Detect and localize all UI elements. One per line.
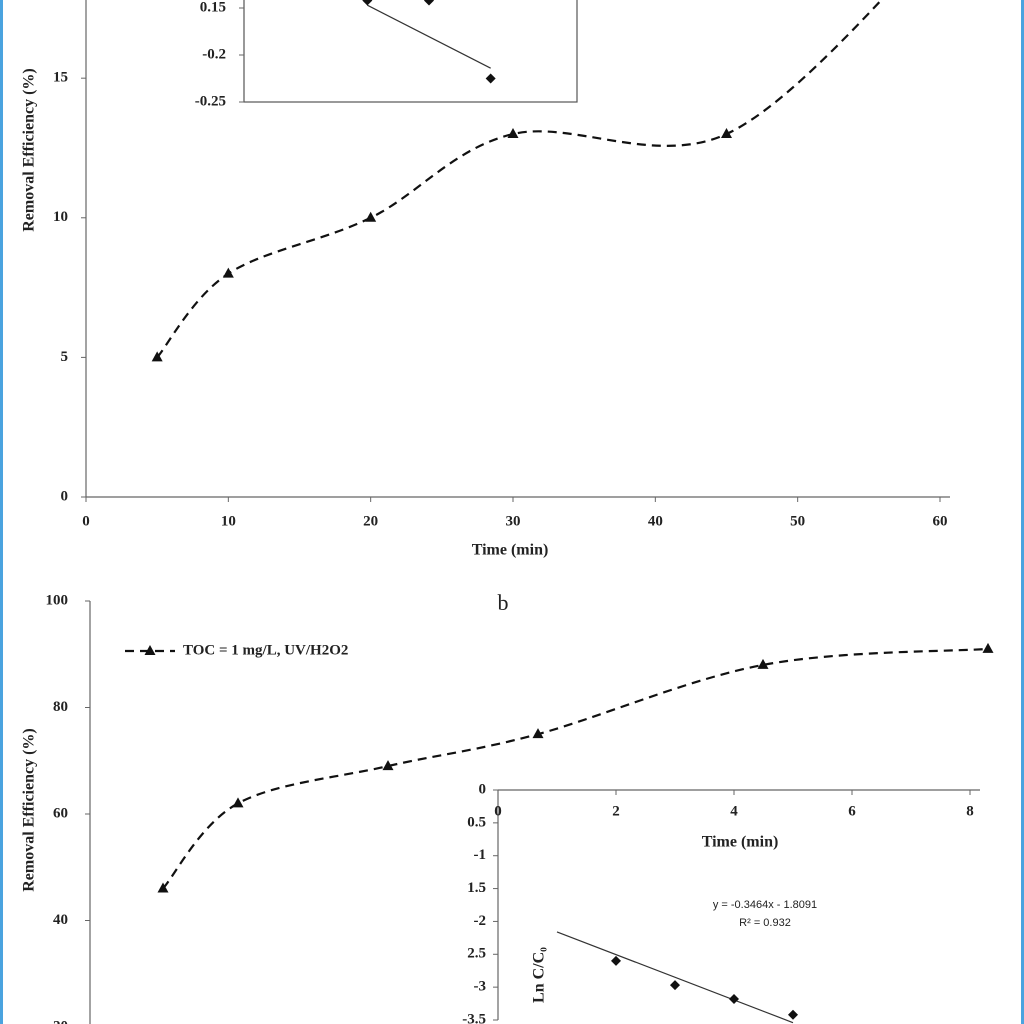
inset-box [243,0,578,103]
x-tick-label: 8 [966,803,974,819]
y-tick-label: 10 [53,209,68,225]
data-line [162,647,989,890]
data-point [222,267,234,278]
trendline [367,4,491,69]
chart-title: b [498,590,509,615]
legend-marker [144,645,156,655]
y-axis-label: Removal Efficiency (%) [21,68,38,232]
data-point [670,980,680,991]
data-point [729,993,739,1004]
x-tick-label: 50 [790,513,805,529]
x-tick-label: 2 [612,803,620,819]
legend-label: TOC = 1 mg/L, UV/H2O2 [183,642,348,658]
y-axis-label: Ln C/C₀ [531,947,548,1003]
y-tick-label: 80 [53,699,68,715]
x-tick-label: 4 [730,803,738,819]
x-tick-label: 6 [848,803,856,819]
trendline [556,931,794,1024]
y-tick-label: -2 [474,913,487,929]
y-tick-label: -0.25 [195,93,226,109]
x-axis-label: Time (min) [702,834,779,851]
x-axis-label: Time (min) [472,542,549,559]
y-tick-label: 20 [53,1018,68,1024]
data-point [532,728,544,739]
data-point [424,0,434,6]
y-axis-label: Removal Efficiency (%) [21,728,38,892]
data-point [788,1009,798,1020]
data-point [365,211,377,222]
x-tick-label: 10 [221,513,236,529]
y-tick-label: 0 [61,488,69,504]
annotation: R² = 0.932 [739,917,791,929]
data-point [157,882,169,893]
y-tick-label: 60 [53,805,68,821]
annotation: y = -0.3464x - 1.8091 [713,899,817,911]
data-point [232,797,244,808]
data-point [507,128,519,139]
y-tick-label: 0.5 [467,814,486,830]
y-tick-label: 100 [46,592,69,608]
y-tick-label: -1 [474,847,487,863]
y-tick-label: 1.5 [467,880,486,896]
data-point [382,760,394,771]
y-tick-label: 40 [53,912,68,928]
data-point [485,73,496,84]
y-tick-label: 5 [61,349,69,365]
y-tick-label: -0.2 [202,46,226,62]
x-tick-label: 30 [506,513,521,529]
y-tick-label: 15 [53,70,68,86]
x-tick-label: 60 [933,513,948,529]
data-point [611,955,621,966]
x-tick-label: 0 [494,803,502,819]
y-tick-label: -3 [474,979,487,995]
data-point [982,642,994,653]
y-tick-label: 0 [479,781,487,797]
x-tick-label: 0 [82,513,90,529]
y-tick-label: 2.5 [467,946,486,962]
y-tick-label: -3.5 [462,1011,486,1024]
data-point [362,0,373,6]
data-point [721,128,732,139]
data-point [151,351,163,362]
x-tick-label: 20 [363,513,378,529]
x-tick-label: 40 [648,513,663,529]
y-tick-label: 0.15 [200,0,226,15]
data-point [757,658,769,669]
